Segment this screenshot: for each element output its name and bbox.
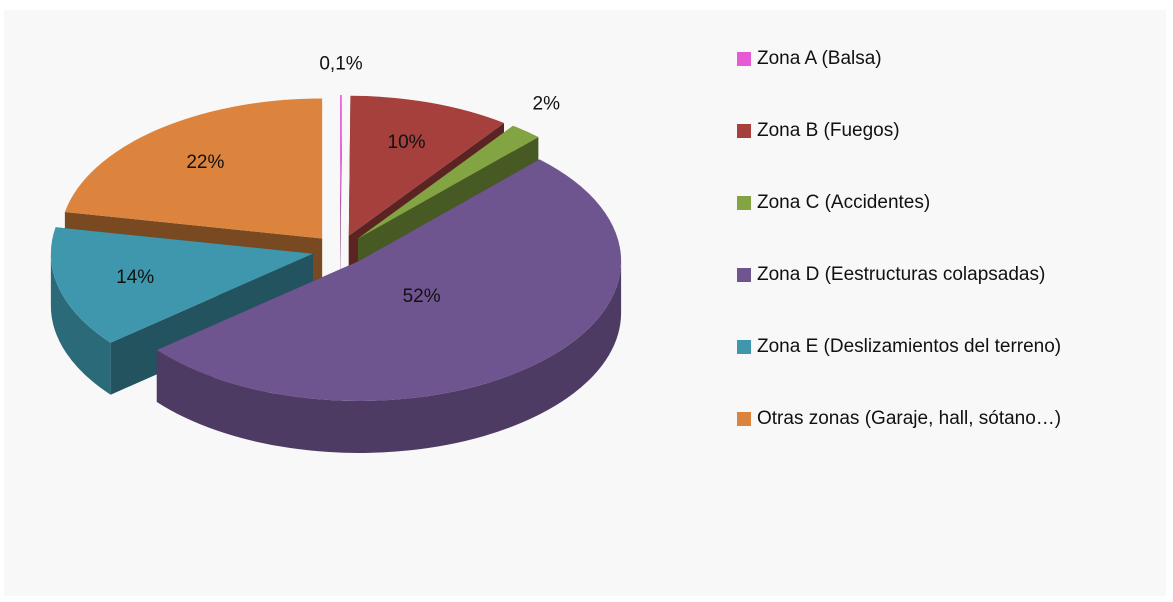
slice xyxy=(340,95,342,236)
legend-label: Otras zonas (Garaje, hall, sótano…) xyxy=(757,408,1062,429)
legend-item: Zona A (Balsa) xyxy=(737,44,1077,116)
legend-item: Zona B (Fuegos) xyxy=(737,116,1077,188)
legend-swatch xyxy=(737,412,751,426)
legend-item: Zona E (Deslizamientos del terreno) xyxy=(737,332,1077,404)
slice-side xyxy=(340,95,342,288)
slice-wall xyxy=(50,253,111,395)
data-label: 2% xyxy=(533,93,561,114)
legend-item: Zona C (Accidentes) xyxy=(737,188,1077,260)
slice xyxy=(64,98,323,239)
data-label: 22% xyxy=(186,152,224,173)
legend-swatch xyxy=(737,268,751,282)
slice-wall xyxy=(156,260,622,453)
legend-swatch xyxy=(737,52,751,66)
legend-swatch xyxy=(737,196,751,210)
slice xyxy=(348,95,505,236)
slice xyxy=(156,159,622,401)
pie-plot: 0,1% 10% 2% 52% 14% 22% xyxy=(50,53,622,453)
legend-label: Zona D (Eestructuras colapsadas) xyxy=(757,264,1046,285)
legend-label: Zona C (Accidentes) xyxy=(757,192,931,213)
slice xyxy=(50,227,313,343)
legend-item: Otras zonas (Garaje, hall, sótano…) xyxy=(737,404,1077,476)
legend: Zona A (Balsa) Zona B (Fuegos) Zona C (Acc… xyxy=(737,44,1077,476)
data-label: 52% xyxy=(403,286,441,307)
slice xyxy=(357,125,539,239)
data-label: 0,1% xyxy=(319,53,362,74)
data-label: 14% xyxy=(116,267,154,288)
legend-label: Zona A (Balsa) xyxy=(757,48,882,69)
data-label: 10% xyxy=(388,132,426,153)
legend-label: Zona B (Fuegos) xyxy=(757,120,900,141)
legend-label: Zona E (Deslizamientos del terreno) xyxy=(757,336,1062,357)
legend-swatch xyxy=(737,124,751,138)
legend-item: Zona D (Eestructuras colapsadas) xyxy=(737,260,1077,332)
legend-swatch xyxy=(737,340,751,354)
